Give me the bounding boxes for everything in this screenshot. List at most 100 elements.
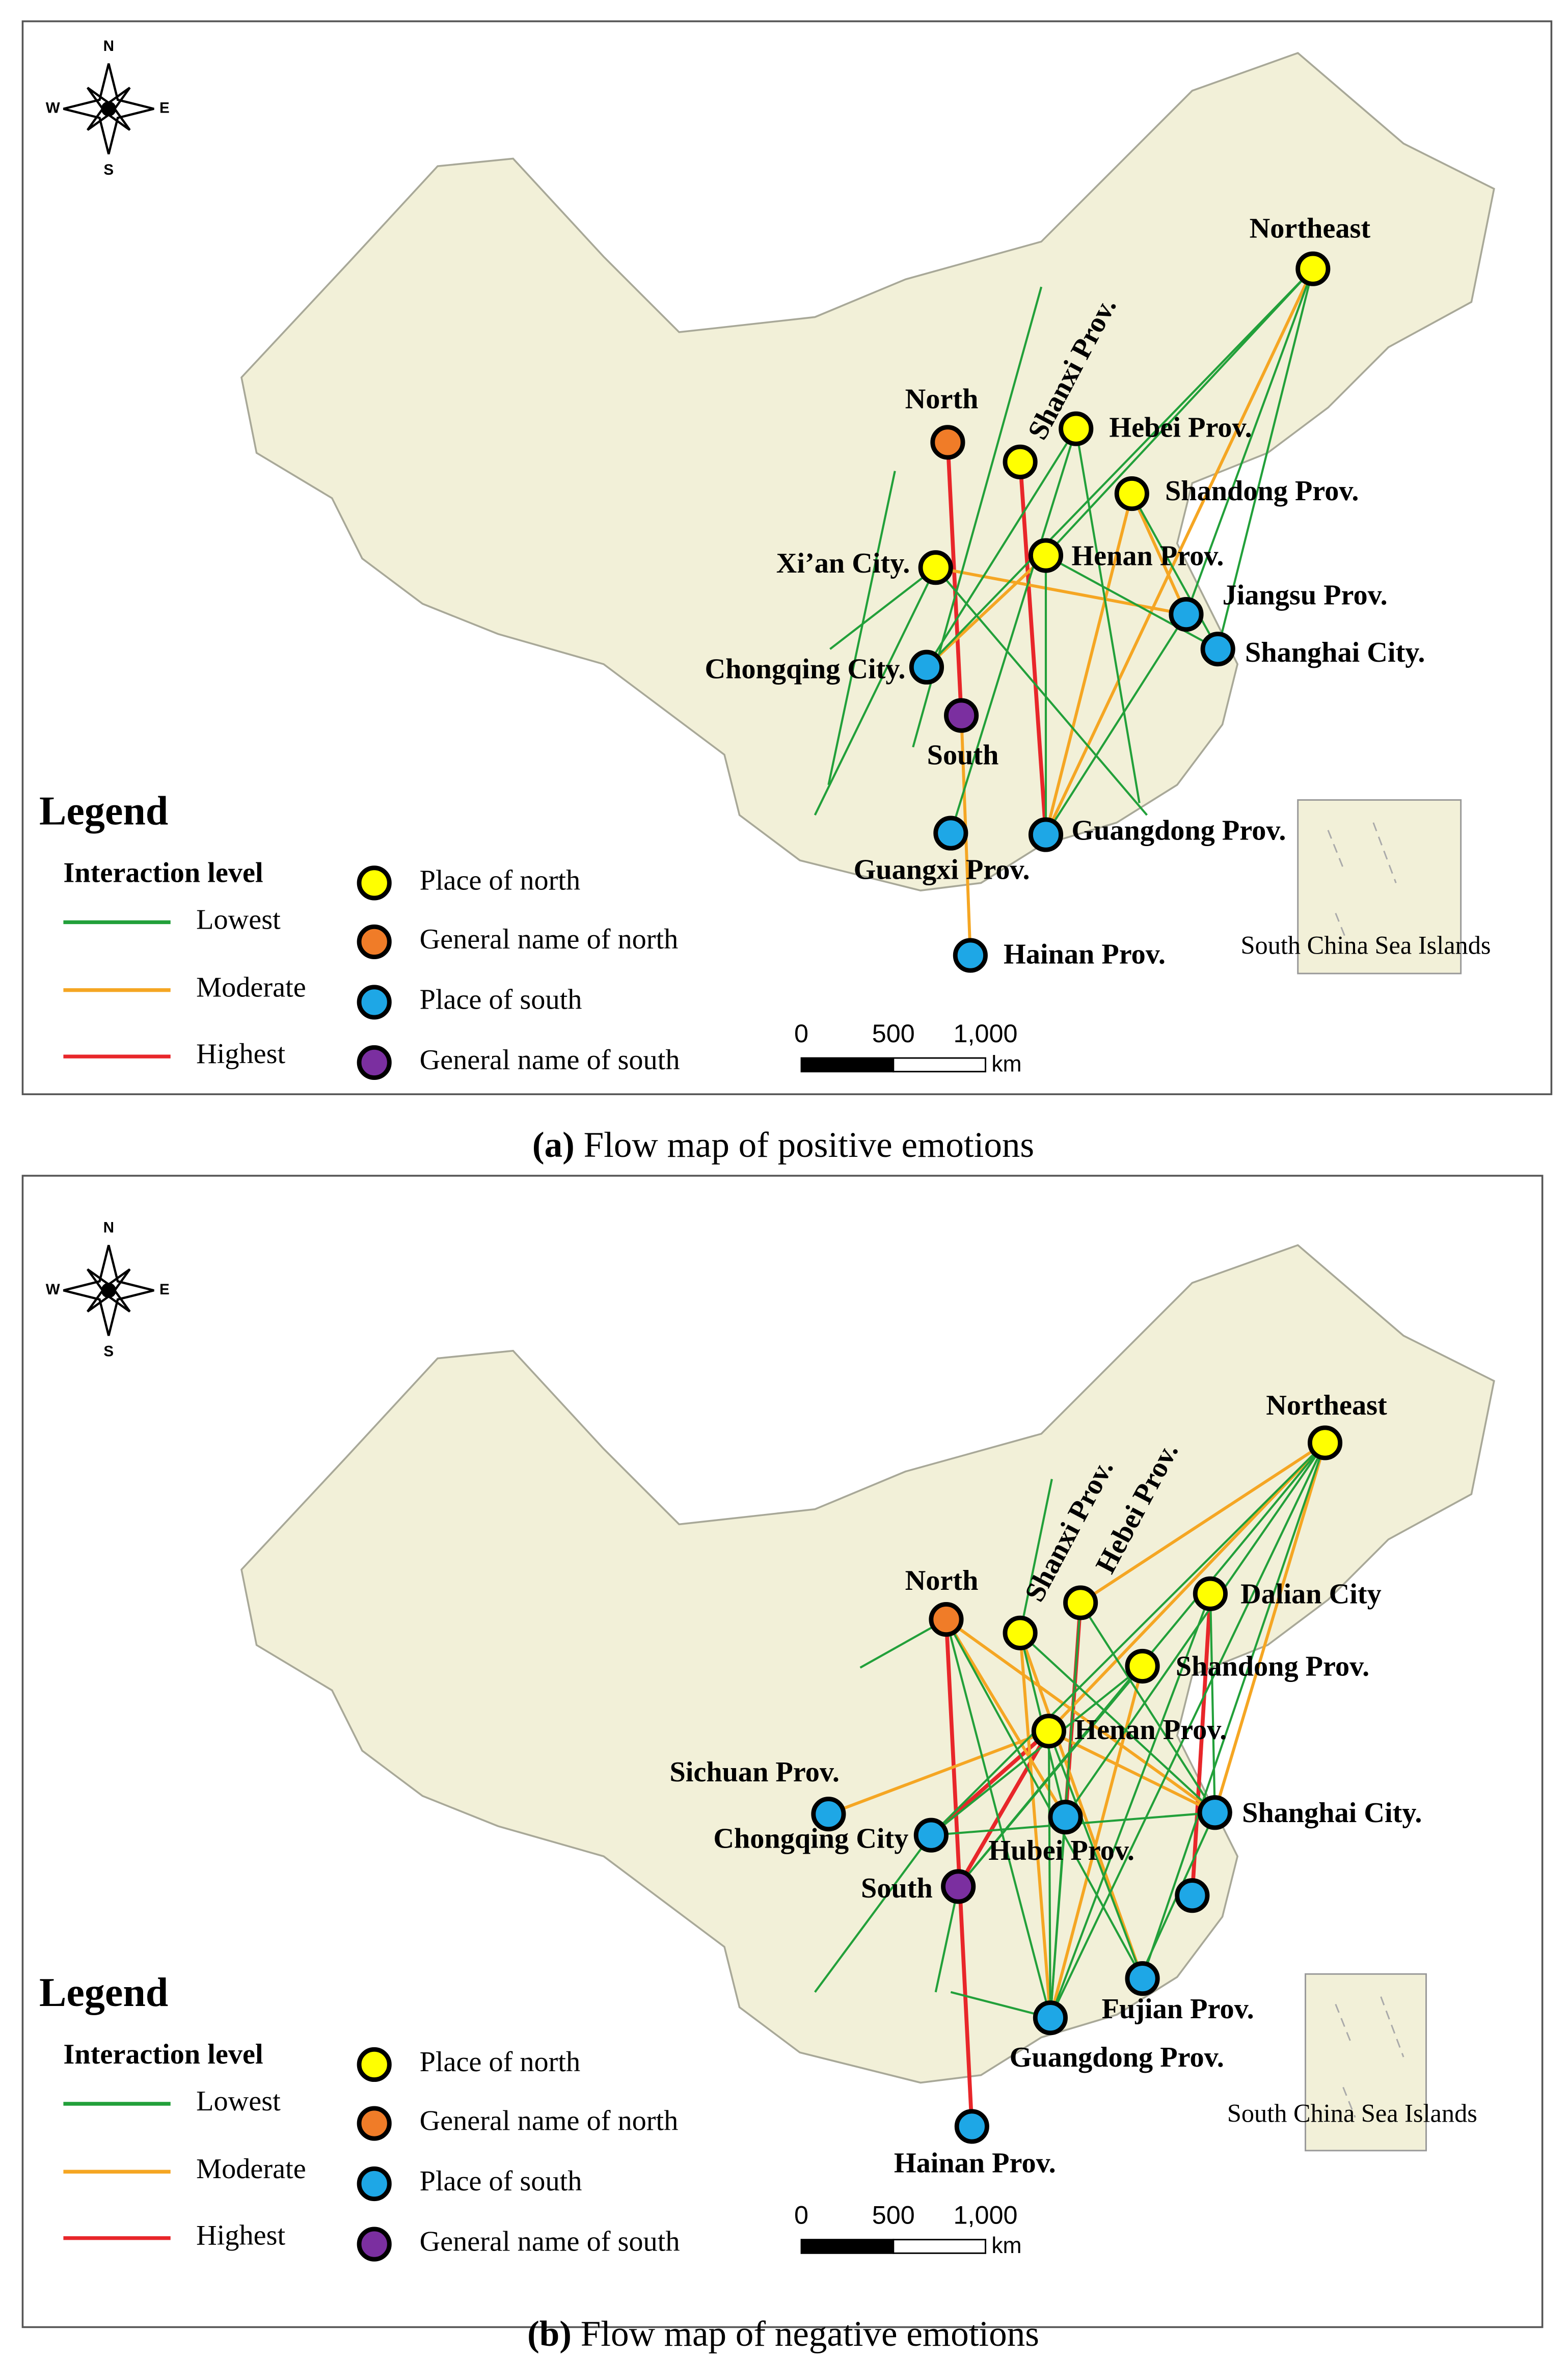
legend-marker (357, 985, 392, 1020)
scale-unit: km (991, 1052, 1021, 1077)
flow-line (950, 428, 1077, 834)
compass-letter: E (159, 99, 170, 116)
inset-label: South China Sea Islands (1227, 2099, 1477, 2127)
legend-subtitle: Interaction level (63, 857, 263, 888)
flow-line (1045, 554, 1219, 650)
caption-label: (a) (532, 1125, 575, 1165)
place-label: Henan Prov. (1071, 540, 1224, 572)
legend-level: Lowest (196, 904, 281, 935)
flow-line (935, 566, 1148, 816)
legend-marker (357, 924, 392, 959)
legend-marker (357, 865, 392, 901)
place-label: South (861, 1873, 933, 1904)
inset-frame (1305, 1973, 1427, 2152)
flow-line (1018, 1633, 1052, 2018)
panel: South China Sea Islands Northeast North Sha… (21, 1175, 1544, 2354)
place-node (944, 698, 979, 733)
place-label: Chongqing City (713, 1823, 908, 1854)
legend-place-type: Place of north (420, 864, 581, 896)
place-node (1033, 2000, 1068, 2036)
legend-level: Highest (196, 1038, 285, 1070)
place-node (954, 2109, 989, 2144)
place-label: South (927, 739, 999, 771)
place-node (1307, 1425, 1343, 1460)
flow-line (1047, 1731, 1051, 2018)
place-node (1169, 596, 1204, 632)
place-label: Hebei Prov. (1109, 412, 1252, 444)
place-label: Guangdong Prov. (1071, 815, 1286, 847)
compass-letter: S (103, 1343, 114, 1360)
flow-line (934, 1886, 960, 1993)
legend-place-type: Place of north (420, 2046, 581, 2078)
scale-bar-black (800, 2239, 895, 2254)
caption-label: (b) (527, 2315, 572, 2354)
place-label: Guangxi Prov. (854, 854, 1030, 886)
legend-marker (357, 2047, 392, 2082)
flow-line (930, 1442, 1326, 1836)
scale-tick: 0 (794, 1019, 808, 1048)
place-node (953, 938, 988, 973)
legend-place-type: Place of south (420, 984, 582, 1015)
place-node (1028, 538, 1064, 573)
caption: (b) Flow map of negative emotions (527, 2315, 1039, 2354)
place-node (930, 425, 965, 460)
compass-letter: E (159, 1281, 170, 1298)
place-node (1200, 632, 1235, 667)
place-label: Hainan Prov. (1004, 938, 1166, 970)
flow-line (1047, 1442, 1327, 1732)
inset-label: South China Sea Islands (1241, 931, 1491, 959)
place-label: Northeast (1250, 213, 1371, 245)
place-node (1175, 1878, 1210, 1913)
flow-line (1131, 493, 1219, 650)
place-node (1063, 1585, 1098, 1620)
panel: South China Sea Islands Northeast North Sha… (21, 20, 1553, 1165)
flow-line (1049, 1442, 1326, 2019)
legend-marker (357, 1045, 392, 1080)
caption-text: Flow map of positive emotions (584, 1125, 1035, 1165)
flow-line (926, 268, 1314, 668)
legend-level: Lowest (196, 2085, 281, 2117)
flow-line (1049, 1816, 1067, 2018)
flow-line (945, 1619, 1144, 1980)
flow-line (1209, 1593, 1216, 1813)
place-node (1028, 817, 1064, 852)
flow-line (1190, 1593, 1212, 1896)
flow-line (926, 428, 1077, 668)
flow-line (1019, 1632, 1216, 1813)
scale-tick: 1,000 (953, 2200, 1017, 2229)
place-label: Guangdong Prov. (1010, 2042, 1224, 2073)
place-label: Hubei Prov. (988, 1835, 1134, 1866)
place-label: Henan Prov. (1074, 1714, 1227, 1746)
place-node (1114, 476, 1149, 511)
compass-letter: W (46, 99, 60, 116)
place-node (941, 1869, 976, 1904)
country-outline (240, 51, 1495, 891)
flow-line (1141, 1442, 1327, 1979)
scale-tick: 500 (872, 2200, 915, 2229)
place-node (1031, 1714, 1066, 1749)
place-node (1125, 1648, 1160, 1684)
place-node (1048, 1800, 1083, 1835)
flow-line (1047, 1730, 1144, 1979)
flow-line (1075, 428, 1141, 803)
legend-place-type: General name of south (420, 2226, 680, 2257)
flow-line (925, 554, 1047, 668)
scale-tick: 1,000 (953, 1019, 1017, 1048)
place-label: Shandong Prov. (1176, 1651, 1369, 1683)
place-node (1193, 1576, 1228, 1611)
place-node (909, 649, 944, 685)
place-label: North (905, 383, 979, 415)
place-label: Jiangsu Prov. (1223, 579, 1388, 611)
place-node (1059, 411, 1094, 446)
place-label: Xi’an City. (776, 548, 910, 579)
legend-marker (357, 2166, 392, 2202)
compass-center (101, 1283, 117, 1298)
place-label: Shandong Prov. (1165, 475, 1359, 507)
flow-line (1213, 1442, 1327, 1813)
place-label: North (905, 1565, 979, 1596)
flow-line (1018, 1632, 1144, 1980)
legend-level: Moderate (196, 2153, 306, 2185)
legend-place-type: General name of north (420, 2105, 679, 2136)
